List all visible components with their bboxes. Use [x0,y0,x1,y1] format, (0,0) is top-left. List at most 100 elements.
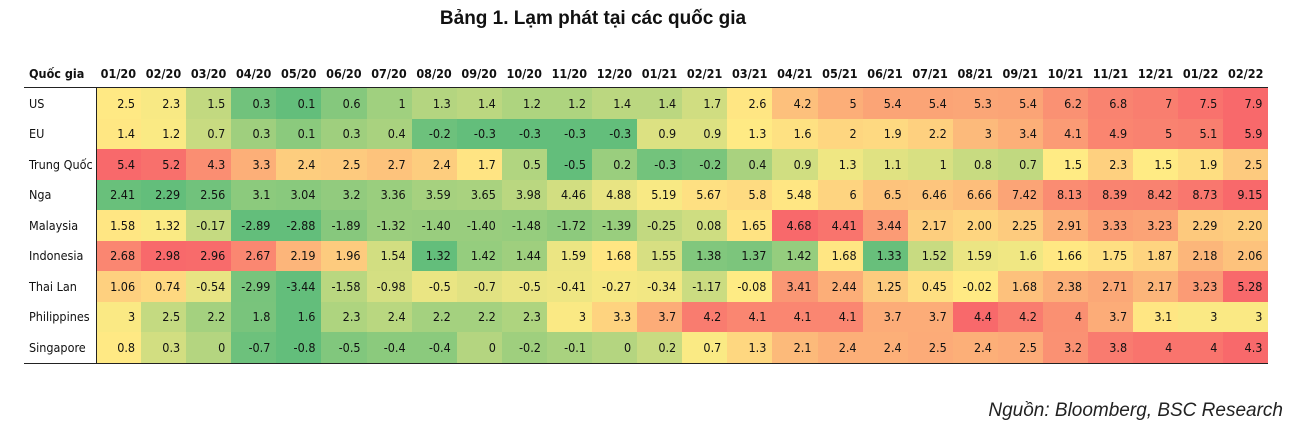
heatmap-cell: 1.5 [186,87,232,119]
heatmap-cell: 0.9 [682,118,728,149]
heatmap-cell: 2.5 [321,149,367,180]
heatmap-cell: -1.48 [501,210,547,241]
row-label: Trung Quốc [24,149,97,180]
heatmap-cell: -0.5 [411,271,457,302]
heatmap-cell: 0.9 [772,149,818,180]
heatmap-cell: 9.15 [1223,179,1269,210]
column-header: 12/20 [592,60,638,88]
row-label: Singapore [24,332,97,364]
heatmap-cell: 0.08 [682,210,728,241]
heatmap-cell: -0.7 [456,271,502,302]
heatmap-cell: 5.4 [997,87,1043,119]
heatmap-cell: 0.1 [276,118,322,149]
heatmap-cell: 6.5 [862,179,908,210]
heatmap-cell: 1.3 [727,118,773,149]
heatmap-cell: 6.66 [952,179,998,210]
table-row: Nga 2.41 2.29 2.56 3.1 3.04 3.2 3.36 3.59 3.65 3.9… [24,179,1269,210]
heatmap-cell: 2.1 [772,332,818,364]
heatmap-cell: 0.4 [366,118,412,149]
heatmap-cell: 2.17 [907,210,953,241]
row-label: EU [24,118,97,149]
heatmap-cell: 2.71 [1088,271,1134,302]
heatmap-cell: -0.3 [637,149,683,180]
heatmap-cell: 1.33 [862,240,908,271]
heatmap-cell: 0.3 [231,118,277,149]
heatmap-cell: 5.9 [1223,118,1269,149]
heatmap-cell: 1.68 [592,240,638,271]
heatmap-cell: 1.2 [141,118,187,149]
heatmap-cell: 8.42 [1133,179,1179,210]
heatmap-cell: 5.2 [141,149,187,180]
heatmap-cell: -0.98 [366,271,412,302]
heatmap-cell: -0.4 [366,332,412,364]
heatmap-cell: 5.4 [907,87,953,119]
heatmap-cell: 2.3 [321,301,367,332]
heatmap-cell: 1.6 [997,240,1043,271]
heatmap-cell: 4.41 [817,210,863,241]
heatmap-cell: 2.2 [456,301,502,332]
heatmap-cell: 0.7 [186,118,232,149]
heatmap-cell: 2.20 [1223,210,1269,241]
heatmap-cell: 1.6 [276,301,322,332]
heatmap-cell: 1.59 [952,240,998,271]
heatmap-cell: -0.8 [276,332,322,364]
row-label: Indonesia [24,240,97,271]
heatmap-cell: -0.3 [592,118,638,149]
heatmap-cell: 1.32 [141,210,187,241]
heatmap-cell: -2.88 [276,210,322,241]
heatmap-cell: 1.6 [772,118,818,149]
heatmap-cell: -1.58 [321,271,367,302]
heatmap-cell: 2.5 [997,332,1043,364]
heatmap-cell: 1.68 [817,240,863,271]
heatmap-cell: 2.2 [411,301,457,332]
heatmap-cell: 4.1 [727,301,773,332]
heatmap-table: Quốc gia 01/20 02/20 03/20 04/20 05/20 06/20 0… [24,60,1269,364]
heatmap-cell: 5.67 [682,179,728,210]
table-row: US 2.5 2.3 1.5 0.3 0.1 0.6 1 1.3 1.4 1.2 1.2 1.4 1.4 1… [24,87,1269,119]
heatmap-cell: 2.56 [186,179,232,210]
heatmap-cell: 7.5 [1178,87,1224,119]
heatmap-cell: 6.2 [1042,87,1089,119]
heatmap-cell: 1.4 [637,87,683,119]
heatmap-cell: 5.3 [952,87,998,119]
heatmap-cell: 4.68 [772,210,818,241]
column-header: 08/21 [952,60,998,88]
column-header: 03/21 [727,60,773,88]
heatmap-body: US 2.5 2.3 1.5 0.3 0.1 0.6 1 1.3 1.4 1.2 1.2 1.4 1.4 1… [24,87,1269,364]
heatmap-cell: 2.91 [1042,210,1089,241]
heatmap-cell: -0.27 [592,271,638,302]
heatmap-cell: 4.1 [772,301,818,332]
heatmap-cell: 3.7 [1088,301,1134,332]
heatmap-cell: -0.02 [952,271,998,302]
heatmap-cell: 1.75 [1088,240,1134,271]
heatmap-cell: 0.9 [637,118,683,149]
heatmap-cell: 1.58 [96,210,142,241]
heatmap-cell: 1.59 [546,240,593,271]
heatmap-cell: 4.88 [592,179,638,210]
heatmap-cell: 8.13 [1042,179,1089,210]
heatmap-cell: 2.5 [1223,149,1269,180]
heatmap-cell: 0.3 [141,332,187,364]
chart-title: Bảng 1. Lạm phát tại các quốc gia [439,8,747,29]
heatmap-cell: 2.4 [411,149,457,180]
heatmap-cell: 3.65 [456,179,502,210]
heatmap-cell: 1.3 [727,332,773,364]
column-header: 06/21 [862,60,908,88]
heatmap-cell: 3.8 [1088,332,1134,364]
heatmap-cell: 3 [546,301,593,332]
heatmap-cell: -2.99 [231,271,277,302]
heatmap-cell: 1.37 [727,240,773,271]
heatmap-cell: 6 [817,179,863,210]
heatmap-cell: 1.42 [772,240,818,271]
column-header: 12/21 [1133,60,1179,88]
heatmap-cell: -0.5 [501,271,547,302]
table-row: Malaysia 1.58 1.32 -0.17 -2.89 -2.88 -1.89 -1.3… [24,210,1269,241]
column-header: 02/21 [682,60,728,88]
heatmap-cell: 3.1 [231,179,277,210]
column-header: 08/20 [411,60,457,88]
heatmap-cell: -0.2 [411,118,457,149]
heatmap-cell: 2.29 [1178,210,1224,241]
heatmap-cell: 2.00 [952,210,998,241]
heatmap-cell: 5.19 [637,179,683,210]
heatmap-cell: 3.44 [862,210,908,241]
